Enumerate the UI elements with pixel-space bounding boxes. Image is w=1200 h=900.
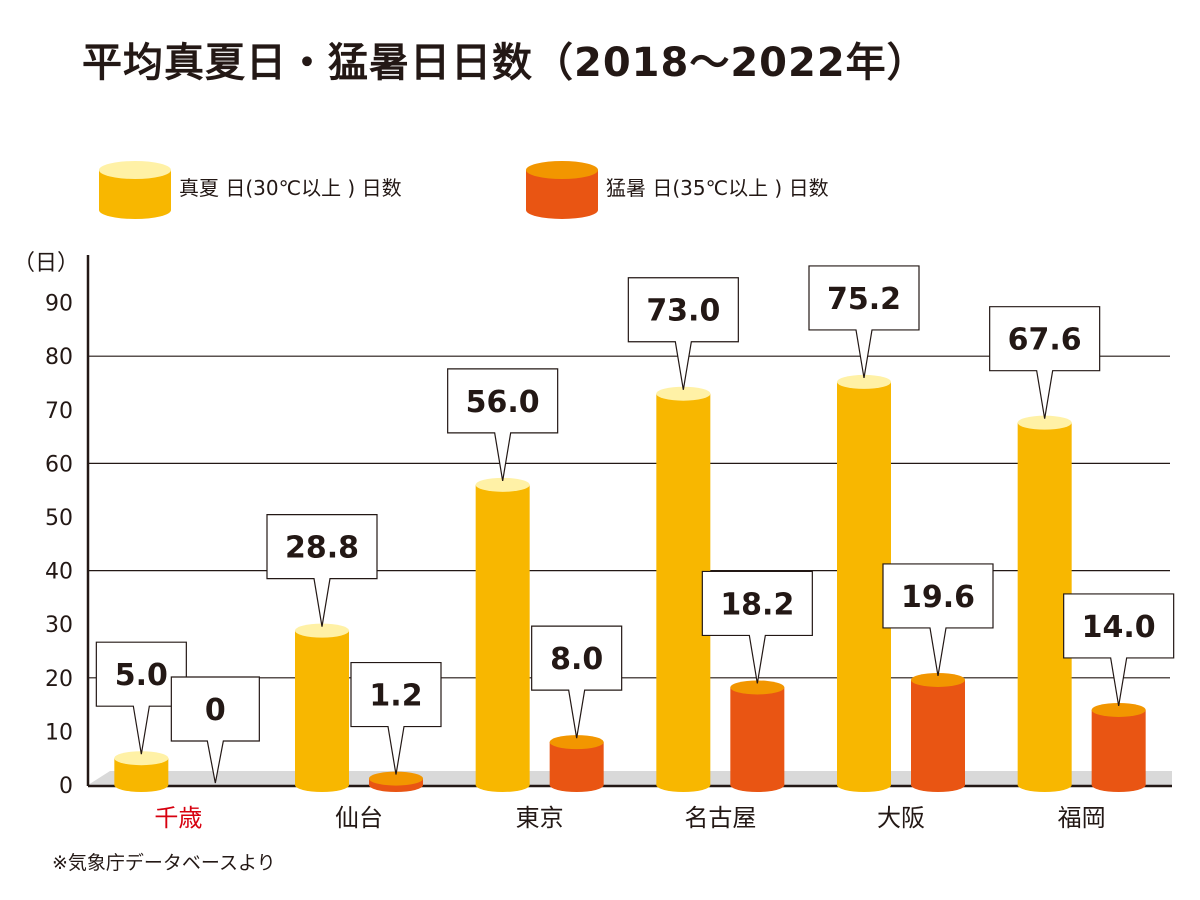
callout-box	[95, 641, 187, 755]
y-tick-label: 30	[45, 613, 73, 638]
bar-top	[295, 623, 349, 638]
bar	[549, 742, 604, 792]
bar-top	[369, 771, 423, 786]
legend-swatch	[99, 170, 171, 219]
chart-title: 平均真夏日・猛暑日日数（2018〜2022年）	[82, 40, 928, 86]
bar-top	[1091, 702, 1146, 717]
data-label: 67.6	[1008, 323, 1082, 358]
legend-swatch-top	[99, 161, 171, 179]
legend-swatch-top	[526, 161, 598, 179]
data-label: 14.0	[1082, 610, 1156, 645]
data-label: 75.2	[827, 282, 901, 317]
category-label: 仙台	[335, 804, 383, 832]
bar-top	[1017, 415, 1072, 430]
category-label: 名古屋	[684, 804, 756, 832]
bar	[295, 630, 349, 792]
callout-box	[447, 368, 559, 481]
data-label: 73.0	[646, 294, 720, 329]
category-label: 東京	[516, 804, 564, 832]
callout-box	[266, 514, 378, 627]
category-label: 大阪	[877, 804, 925, 832]
bar	[1091, 709, 1146, 792]
source-note: ※気象庁データベースより	[52, 852, 276, 874]
data-label: 19.6	[901, 580, 975, 615]
bar-top	[837, 374, 891, 389]
y-tick-label: 70	[45, 399, 73, 424]
y-tick-label: 60	[45, 452, 73, 477]
data-label: 18.2	[720, 587, 794, 622]
bar-top	[549, 735, 604, 750]
bar	[730, 687, 785, 792]
callout-box	[989, 306, 1101, 419]
floor-band	[88, 771, 1172, 785]
bar-top	[114, 751, 169, 766]
data-label: 56.0	[466, 385, 540, 420]
category-label: 千歳	[154, 804, 202, 832]
data-label: 1.2	[369, 679, 422, 714]
callout-box	[701, 570, 813, 684]
y-tick-label: 20	[45, 667, 73, 692]
callout-box	[350, 661, 442, 775]
bar-top	[656, 386, 711, 401]
callout-box	[627, 277, 739, 390]
y-tick-label: 50	[45, 506, 73, 531]
callout-box	[808, 265, 920, 379]
bar	[114, 758, 169, 792]
y-tick-label: 40	[45, 560, 73, 585]
category-label: 福岡	[1058, 804, 1106, 832]
bar-top	[911, 672, 965, 687]
y-tick-label: 90	[45, 292, 73, 317]
legend-label: 猛暑 日(35℃以上 ) 日数	[606, 176, 829, 200]
data-label: 28.8	[285, 531, 359, 566]
callout-box	[882, 563, 994, 677]
legend-swatch	[526, 170, 598, 219]
data-label: 5.0	[115, 658, 168, 693]
bar	[475, 484, 530, 792]
y-tick-label: 10	[45, 720, 73, 745]
data-label: 8.0	[550, 642, 603, 677]
y-tick-label: 0	[59, 774, 73, 799]
bar	[837, 381, 891, 792]
legend-label: 真夏 日(30℃以上 ) 日数	[179, 176, 402, 200]
bar	[911, 679, 965, 792]
callout-box	[531, 625, 623, 739]
callout-box	[1063, 593, 1175, 707]
y-tick-label: 80	[45, 345, 73, 370]
callout-box	[170, 676, 260, 784]
bar-top	[730, 680, 785, 695]
bar	[656, 393, 711, 792]
bar	[1017, 422, 1072, 792]
data-label: 0	[205, 693, 226, 728]
bar-top	[475, 477, 530, 492]
y-unit-label: （日）	[13, 251, 79, 276]
